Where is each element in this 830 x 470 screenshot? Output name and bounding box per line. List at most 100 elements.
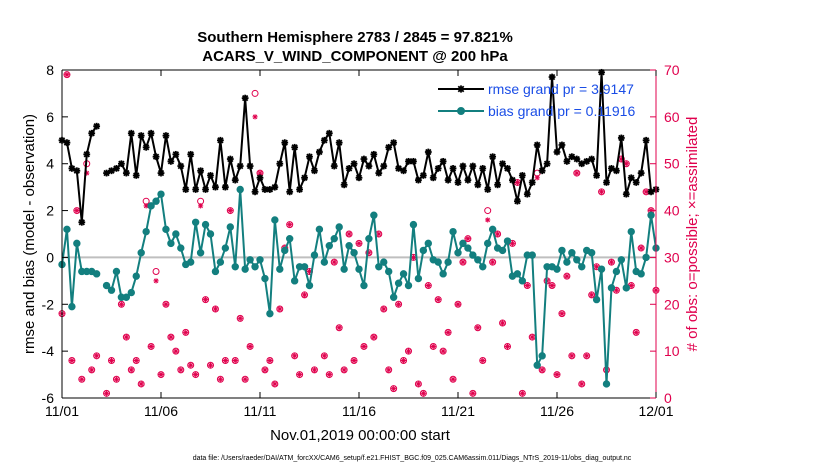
bias-point [157, 190, 165, 198]
obs-assimilated-point [514, 179, 520, 186]
obs-assimilated-point [405, 348, 412, 354]
obs-possible-point [103, 389, 111, 397]
bias-point [622, 284, 630, 292]
obs-assimilated-point [202, 297, 209, 303]
obs-assimilated-point [356, 240, 362, 246]
obs-possible-point [325, 371, 333, 379]
obs-assimilated-point [242, 376, 248, 382]
obs-possible-point [167, 333, 175, 341]
obs-possible-point [548, 282, 556, 290]
obs-possible-point [429, 342, 437, 350]
obs-assimilated-point [549, 282, 555, 289]
obs-possible-point [568, 352, 576, 360]
obs-assimilated-point [94, 353, 100, 359]
obs-possible-point [479, 357, 487, 365]
bias-point [424, 239, 432, 248]
bias-point [221, 244, 230, 252]
rmse-point [548, 73, 556, 81]
obs-assimilated-point [519, 390, 525, 396]
obs-assimilated-point [148, 343, 154, 350]
rmse-point [113, 165, 120, 172]
legend-rmse-star [457, 85, 465, 93]
obs-possible-point [276, 305, 284, 313]
obs-assimilated-point [574, 170, 580, 176]
bias-point [538, 352, 546, 360]
obs-possible-point [108, 357, 115, 365]
obs-assimilated-point [485, 217, 491, 223]
obs-assimilated-point [89, 367, 95, 373]
obs-possible-point [489, 258, 497, 266]
obs-assimilated-point [475, 325, 481, 331]
rmse-point [132, 172, 140, 179]
rmse-point [563, 157, 571, 165]
obs-possible-point [112, 375, 120, 383]
bias-point [563, 258, 571, 266]
rmse-point [78, 218, 86, 226]
rmse-point [439, 157, 447, 165]
bias-point [513, 270, 522, 278]
obs-possible-point [93, 352, 101, 360]
bias-point [399, 270, 408, 278]
obs-assimilated-point [569, 353, 575, 359]
rmse-point [147, 129, 155, 137]
obs-possible-point [499, 319, 507, 327]
rmse-point [286, 188, 294, 196]
obs-possible-point [177, 366, 185, 374]
rmse-point [573, 155, 581, 163]
rmse-point [118, 160, 125, 168]
obs-possible-point [395, 300, 403, 308]
obs-possible-point [117, 300, 125, 308]
bias-point [320, 258, 329, 266]
obs-possible-point [400, 357, 408, 365]
rmse-point [484, 186, 492, 193]
bias-point [132, 272, 140, 280]
obs-assimilated-point [420, 390, 426, 396]
rmse-point [231, 176, 239, 184]
obs-possible-point [434, 296, 442, 304]
y-tick-label: -4 [42, 343, 55, 359]
bias-point [389, 293, 398, 301]
rmse-point [424, 148, 432, 156]
obs-assimilated-point [222, 357, 228, 364]
rmse-point [518, 172, 526, 179]
obs-possible-point [518, 389, 526, 397]
rmse-point [533, 141, 541, 149]
rmse-point [311, 167, 318, 175]
obs-possible-point [558, 310, 566, 318]
obs-possible-point [68, 357, 76, 365]
bias-point [261, 274, 269, 283]
bias-point [498, 246, 507, 255]
rmse-point [127, 129, 135, 137]
obs-assimilated-point [529, 334, 535, 340]
bias-point [419, 246, 428, 255]
bias-point [385, 267, 393, 276]
bias-point [568, 249, 576, 257]
obs-assimilated-point [376, 231, 382, 237]
obs-possible-point [320, 352, 328, 360]
obs-possible-point [335, 324, 343, 332]
obs-assimilated-point [410, 254, 417, 261]
rmse-point [73, 167, 81, 175]
obs-possible-point [172, 347, 180, 355]
bias-point [558, 246, 566, 255]
obs-possible-point [523, 282, 531, 290]
obs-possible-point [221, 357, 229, 365]
bias-point [122, 293, 131, 301]
y-axis-label: rmse and bias (model - observation) [21, 114, 38, 354]
rmse-point [370, 150, 378, 158]
obs-possible-point [538, 366, 546, 374]
obs-assimilated-point [178, 367, 184, 373]
obs-assimilated-point [252, 114, 258, 120]
obs-possible-point [454, 300, 462, 308]
obs-assimilated-point [480, 357, 486, 364]
bias-point [231, 263, 239, 271]
rmse-point [202, 186, 209, 193]
obs-assimilated-point [351, 357, 357, 364]
bias-point [578, 263, 586, 271]
bias-point [286, 234, 294, 243]
rmse-point [122, 169, 130, 177]
obs-possible-point [286, 221, 294, 229]
obs-assimilated-point [608, 259, 615, 265]
bias-point [236, 185, 244, 194]
